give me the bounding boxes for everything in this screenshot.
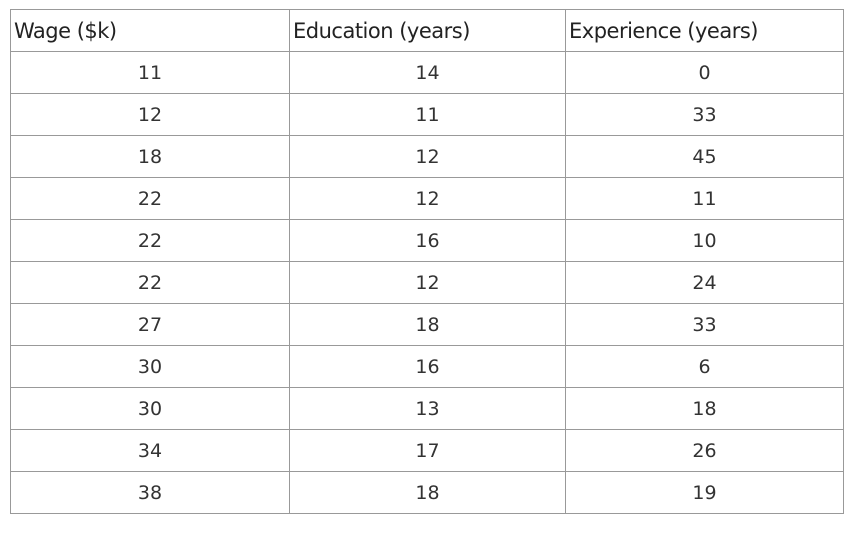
table-cell: 16 (289, 219, 566, 262)
header-cell: Education (years) (289, 9, 566, 52)
table-cell: 33 (565, 93, 844, 136)
table-row: 27 18 33 (10, 303, 844, 346)
table-cell: 45 (565, 135, 844, 178)
header-row: Wage ($k) Education (years) Experience (ye… (10, 9, 844, 52)
data-table: Wage ($k) Education (years) Experience (ye… (10, 9, 844, 514)
table-row: 18 12 45 (10, 135, 844, 178)
table-row: 22 16 10 (10, 219, 844, 262)
table-row: 22 12 24 (10, 261, 844, 304)
table-cell: 33 (565, 303, 844, 346)
header-cell: Wage ($k) (10, 9, 290, 52)
table-cell: 6 (565, 345, 844, 388)
table-cell: 11 (10, 51, 290, 94)
table-row: 11 14 0 (10, 51, 844, 94)
table-cell: 30 (10, 345, 290, 388)
table-cell: 26 (565, 429, 844, 472)
table-row: 30 16 6 (10, 345, 844, 388)
table-cell: 16 (289, 345, 566, 388)
table-cell: 18 (289, 471, 566, 514)
table-cell: 18 (565, 387, 844, 430)
table-cell: 12 (289, 177, 566, 220)
table-cell: 11 (565, 177, 844, 220)
table-cell: 27 (10, 303, 290, 346)
table-cell: 18 (10, 135, 290, 178)
table-cell: 22 (10, 261, 290, 304)
table-row: 30 13 18 (10, 387, 844, 430)
table-cell: 22 (10, 219, 290, 262)
table-cell: 17 (289, 429, 566, 472)
table-cell: 11 (289, 93, 566, 136)
table-row: 34 17 26 (10, 429, 844, 472)
table-cell: 12 (10, 93, 290, 136)
header-cell: Experience (years) (565, 9, 844, 52)
table-cell: 14 (289, 51, 566, 94)
table-header: Wage ($k) Education (years) Experience (ye… (10, 9, 844, 52)
table-cell: 13 (289, 387, 566, 430)
table-cell: 12 (289, 261, 566, 304)
table-cell: 24 (565, 261, 844, 304)
table-row: 38 18 19 (10, 471, 844, 514)
table-cell: 12 (289, 135, 566, 178)
table-body: 11 14 0 12 11 33 18 12 45 22 12 11 22 16 10 22 12 24 27 18 3… (10, 51, 844, 514)
table-cell: 19 (565, 471, 844, 514)
table-cell: 10 (565, 219, 844, 262)
table-cell: 38 (10, 471, 290, 514)
table-row: 12 11 33 (10, 93, 844, 136)
table-cell: 34 (10, 429, 290, 472)
table-row: 22 12 11 (10, 177, 844, 220)
table-cell: 18 (289, 303, 566, 346)
table-cell: 30 (10, 387, 290, 430)
table-cell: 0 (565, 51, 844, 94)
table-cell: 22 (10, 177, 290, 220)
